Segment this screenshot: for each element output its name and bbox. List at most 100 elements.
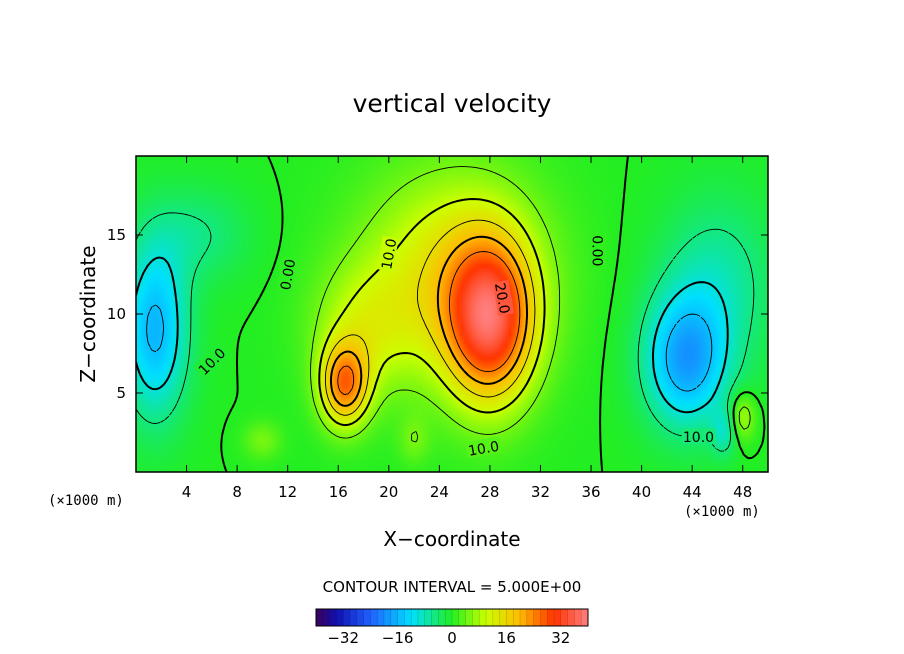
x-tick-label: 48 [733,483,752,501]
colorbar-cell [479,609,487,626]
y-tick-label: 10 [107,305,126,323]
colorbar-cell [540,609,548,626]
x-unit-label-left: (×1000 m) [48,493,124,509]
y-axis-ticks: 5 10 15 [107,226,768,402]
contour-line [146,304,713,392]
colorbar-cell [458,609,466,626]
colorbar-cell [438,609,446,626]
contour-label-text: 0.00 [278,258,299,291]
colorbar-cell [384,609,392,626]
colorbar-cell [329,609,337,626]
x-axis-ticks: 4 8 12 16 20 24 28 32 36 40 44 48 [182,156,752,501]
contour-label-bg [275,256,298,293]
x-tick-label: 36 [581,483,600,501]
colorbar-cell [499,609,507,626]
contour-label-text: 10.0 [467,439,500,460]
contour-label-bg [590,233,607,268]
colorbar-cell [574,609,582,626]
contour-label: 0.00 [275,256,299,293]
colorbar-cell [370,609,378,626]
contour-label-text: 20.0 [491,282,512,315]
contour-label-text: 10.0 [379,237,400,270]
colorbar-cell [445,609,453,626]
x-tick-label: 40 [632,483,651,501]
colorbar-cell [560,609,568,626]
colorbar-cell [316,609,324,626]
colorbar-tick-label: 0 [447,629,457,647]
colorbar-cell [336,609,344,626]
contour-line [318,198,546,427]
colorbar-cell [513,609,521,626]
contour-label-bg [492,279,515,317]
contour-label-bg [465,436,502,459]
colorbar-cell [452,609,460,626]
colorbar-cell [472,609,480,626]
x-axis-label: X−coordinate [383,527,520,551]
x-unit-label-right: (×1000 m) [684,504,760,520]
x-tick-label: 16 [329,483,348,501]
colorbar-cell [350,609,358,626]
x-tick-label: 28 [480,483,499,501]
colorbar-cell [465,609,473,626]
colorbar-cell [547,609,555,626]
contour-label: 10.0 [681,428,716,446]
contour-line [310,166,751,443]
colorbar-cell [404,609,412,626]
colorbar-cell [343,609,351,626]
colorbar-cell [492,609,500,626]
x-tick-label: 32 [531,483,550,501]
colorbar-cell [567,609,575,626]
contour-line [136,212,755,452]
contour-label-text: 10.0 [683,430,714,446]
x-tick-label: 24 [430,483,449,501]
x-tick-label: 12 [278,483,297,501]
contour-label-bg [376,235,399,272]
contour-line [337,251,521,395]
colorbar-ticks: −32 −16 0 16 32 [327,629,570,647]
contour-label-text: 0.00 [588,235,604,266]
contour-line [330,235,528,407]
colorbar-cell [418,609,426,626]
contour-label: 20.0 [491,279,515,317]
colorbar-outline [315,608,589,627]
colorbar-cell [533,609,541,626]
contour-line [136,256,729,414]
colorbar-cell [486,609,494,626]
colorbar-cell [390,609,398,626]
colorbar-cell [506,609,514,626]
y-tick-label: 5 [116,384,126,402]
x-tick-label: 44 [683,483,702,501]
colorbar-cell [322,609,330,626]
colorbar-cell [363,609,371,626]
contour-line [324,219,536,416]
x-tick-label: 4 [182,483,192,501]
colorbar-tick-label: −32 [327,629,359,647]
contour-label: 10.0 [465,436,502,460]
colorbar-cell [520,609,528,626]
x-tick-label: 20 [379,483,398,501]
colorbar-cell [554,609,562,626]
colorbar-cell [526,609,534,626]
colorbar: −32 −16 0 16 32 [315,608,589,647]
contour-lines [136,156,766,472]
colorbar-cell [431,609,439,626]
colorbar-cell [397,609,405,626]
colorbar-cell [356,609,364,626]
y-tick-label: 15 [107,226,126,244]
contour-label-bg [193,343,229,379]
colorbar-tick-label: −16 [382,629,414,647]
colorbar-cell [581,609,589,626]
colorbar-tick-label: 16 [497,629,516,647]
colorbar-cell [411,609,419,626]
y-axis-label: Z−coordinate [76,245,100,382]
x-tick-label: 8 [232,483,242,501]
chart-title: vertical velocity [353,89,552,118]
contour-interval-label: CONTOUR INTERVAL = 5.000E+00 [323,578,582,596]
colorbar-cell [377,609,385,626]
colorbar-cell [424,609,432,626]
contour-label-bg [681,428,716,445]
colorbar-stripes [315,608,589,627]
contour-label: 0.00 [588,233,607,268]
